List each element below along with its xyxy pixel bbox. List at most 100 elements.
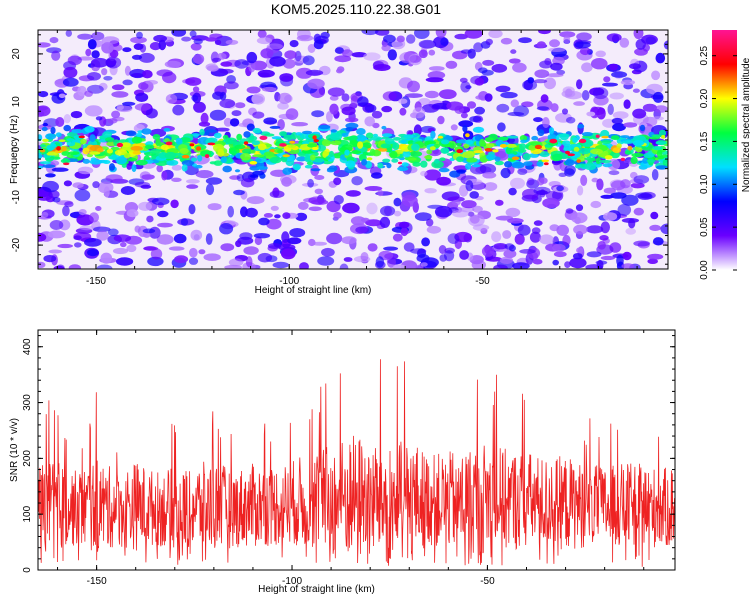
spectrogram-cell [66,154,74,158]
spectrogram-hotspot [429,146,436,151]
spectrogram-cell [506,143,517,148]
spectrogram-cell [427,71,446,80]
spectrogram-cell [533,117,543,123]
spectrogram-cell [356,128,366,135]
spectrogram-cell [381,44,391,52]
spectrogram-cell [38,232,47,242]
spectrogram-cell [521,101,534,108]
spectrogram-cell [511,161,525,169]
spectrogram-cell [207,203,222,211]
spectrogram-cell [131,164,137,173]
spectrogram-cell [227,154,235,158]
spectrogram-cell [460,81,471,93]
spectrogram-cell [621,194,639,206]
spectrogram-cell [246,51,258,64]
spectrogram-cell [212,91,224,100]
spectrogram-cell [461,200,477,209]
spectrogram-cell [527,77,535,84]
spectrogram-cell [120,186,136,195]
spectrogram-cell [469,191,480,199]
spectrogram-cell [517,148,527,153]
spectrogram-cell [450,124,458,131]
spectrogram-cell [355,134,367,142]
y-tick-label: 200 [22,450,33,467]
spectrogram-cell [590,148,603,155]
spectrogram-cell [373,64,391,71]
spectrogram-cell [87,72,101,81]
spectrogram-cell [39,161,52,165]
chart-title: KOM5.2025.110.22.38.G01 [270,1,442,17]
y-tick-label: 10 [11,96,22,108]
spectrogram-cell [329,95,339,101]
spectrogram-cell [186,179,200,184]
spectrogram-cell [89,134,96,143]
spectrogram-cell [269,156,282,164]
spectrogram-cell [175,137,183,145]
spectrogram-hotspot [601,135,609,139]
spectrogram-cell [250,149,256,154]
spectrogram-cell [479,156,488,163]
spectrogram-cell [455,139,468,144]
spectrogram-cell [66,138,75,142]
spectrogram-cell [366,202,378,215]
spectrogram-cell [135,92,149,103]
spectrogram-cell [361,159,368,166]
spectrogram-hotspot [58,139,66,142]
spectrogram-cell [393,197,402,207]
spectrogram-cell [235,240,242,248]
spectrogram-cell [442,148,450,154]
spectrogram-cell [496,103,510,113]
spectrogram-cell [142,228,156,234]
spectrogram-cell [213,132,222,139]
spectrogram-cell [61,151,70,156]
spectrogram-cell [58,93,66,99]
spectrogram-cell [130,146,143,151]
spectrogram-hotspot [282,154,291,158]
spectrogram-cell [215,127,230,132]
spectrogram-cell [136,31,143,39]
spectrogram-cell [637,193,653,201]
spectrogram-cell [600,221,610,234]
spectrogram-cell [90,57,109,68]
spectrogram-cell [223,117,233,127]
spectrogram-cell [646,159,656,163]
spectrogram-cell [302,55,315,66]
spectrogram-cell [439,254,448,262]
spectrogram-cell [271,136,282,140]
spectrogram-cell [304,164,313,169]
spectrogram-cell [526,179,540,189]
spectrogram-cell [106,148,113,154]
spectrogram-cell [556,224,569,236]
spectrogram-cell [398,98,408,104]
spectrogram-cell [234,144,246,150]
spectrogram-cell [289,228,306,238]
spectrogram-cell [596,178,604,191]
spectrogram-cell [243,131,251,138]
spectrogram-cell [576,247,584,254]
spectrogram-cell [456,156,464,163]
spectrogram-cell [330,140,342,146]
spectrogram-cell [473,42,483,53]
spectrogram-cell [552,243,566,252]
spectrogram-cell [84,105,103,117]
spectrogram-cell [91,31,105,41]
y-tick-label: 20 [11,48,22,60]
spectrogram-cell [295,132,303,136]
spectrogram-cell [46,144,56,151]
spectrogram-cell [600,129,610,138]
spectrogram-hotspot [195,146,202,151]
spectrogram-cell [92,181,100,189]
spectrogram-cell [277,149,283,154]
spectrogram-cell [141,174,155,180]
spectrogram-cell [48,190,60,199]
spectrogram-cell [63,66,78,79]
spectrogram-cell [559,31,576,38]
spectrogram-cell [564,91,583,100]
spectrogram-cell [163,127,171,132]
spectrogram-cell [214,39,222,45]
spectrogram-cell [472,205,483,213]
spectrogram-cell [485,143,495,148]
spectrogram-cell [88,151,101,155]
spectrogram-cell [45,173,56,178]
spectrogram-cell [270,205,279,211]
